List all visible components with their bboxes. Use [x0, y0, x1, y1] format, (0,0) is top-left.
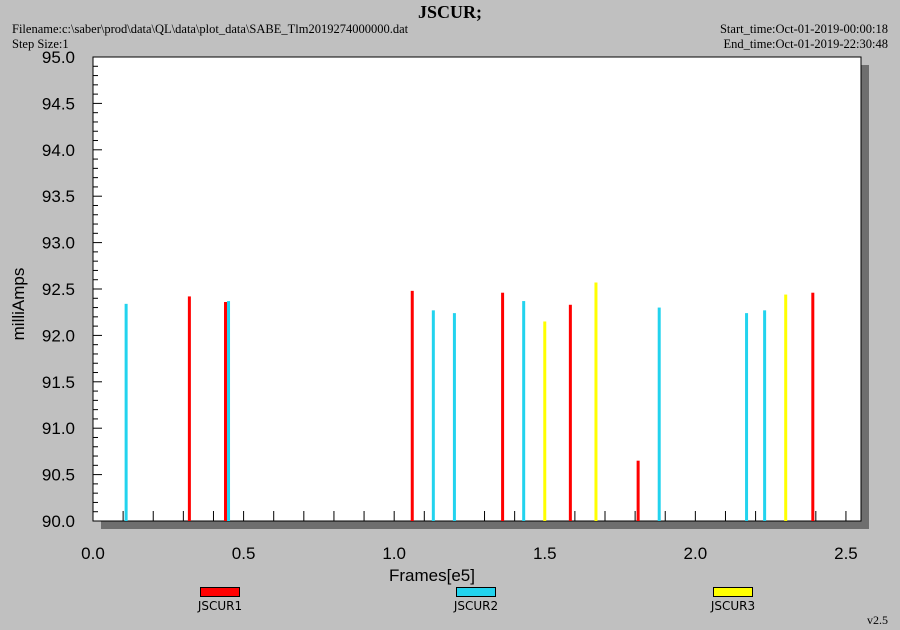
legend-label-jscur3: JSCUR3: [710, 599, 756, 613]
legend-label-jscur2: JSCUR2: [453, 599, 499, 613]
y-tick-label: 95.0: [42, 48, 75, 67]
x-tick-label: 2.0: [684, 544, 708, 563]
x-tick-label: 1.5: [533, 544, 557, 563]
start-time-label: Start_time:Oct-01-2019-00:00:18: [719, 22, 888, 36]
y-tick-label: 93.5: [42, 187, 75, 206]
bar-jscur3: [543, 321, 547, 521]
y-axis-label: milliAmps: [9, 268, 28, 341]
bar-jscur2: [227, 301, 231, 521]
bar-jscur2: [431, 310, 435, 521]
y-tick-label: 94.0: [42, 141, 75, 160]
y-tick-label: 90.5: [42, 466, 75, 485]
x-tick-label: 0.0: [81, 544, 105, 563]
y-tick-label: 93.0: [42, 234, 75, 253]
bar-jscur1: [187, 296, 191, 521]
legend-label-jscur1: JSCUR1: [197, 599, 243, 613]
bar-jscur2: [452, 313, 456, 521]
y-tick-label: 91.0: [42, 419, 75, 438]
bar-jscur2: [522, 301, 526, 521]
y-tick-label: 94.5: [42, 94, 75, 113]
bar-jscur2: [124, 303, 128, 521]
bar-jscur1: [501, 292, 505, 521]
bar-jscur1: [568, 304, 572, 521]
bar-jscur2: [745, 313, 749, 521]
version-label: v2.5: [867, 613, 888, 627]
bar-jscur1: [224, 301, 228, 521]
y-tick-label: 92.5: [42, 280, 75, 299]
legend-swatch-jscur3: [713, 587, 753, 597]
x-axis-label: Frames[e5]: [389, 566, 475, 585]
x-tick-label: 0.5: [232, 544, 256, 563]
bar-jscur1: [636, 460, 640, 521]
legend-swatch-jscur1: [200, 587, 240, 597]
y-tick-label: 90.0: [42, 512, 75, 531]
bar-jscur2: [763, 310, 767, 521]
step-size-label: Step Size:1: [12, 37, 69, 51]
x-tick-label: 2.5: [834, 544, 858, 563]
bar-jscur3: [594, 282, 598, 521]
bar-jscur1: [410, 290, 414, 521]
chart-title: JSCUR;: [417, 2, 482, 22]
bar-jscur2: [657, 307, 661, 521]
bar-jscur3: [784, 294, 788, 521]
x-tick-label: 1.0: [382, 544, 406, 563]
legend-swatch-jscur2: [456, 587, 496, 597]
bar-jscur1: [811, 292, 815, 521]
filename-label: Filename:c:\saber\prod\data\QL\data\plot…: [12, 22, 409, 36]
plot-area: [92, 56, 862, 522]
end-time-label: End_time:Oct-01-2019-22:30:48: [723, 37, 888, 51]
y-tick-label: 92.0: [42, 326, 75, 345]
y-tick-label: 91.5: [42, 373, 75, 392]
